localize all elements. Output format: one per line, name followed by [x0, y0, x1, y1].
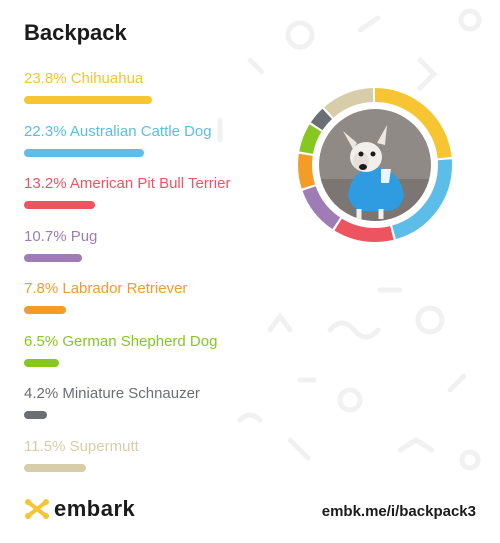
breed-row: 7.8% Labrador Retriever: [24, 280, 187, 314]
breed-bar: [24, 358, 59, 367]
breed-bar: [24, 411, 47, 419]
breed-row: 13.2% American Pit Bull Terrier: [24, 175, 230, 209]
donut-slice: [298, 88, 452, 242]
breed-row: 23.8% Chihuahua: [24, 70, 152, 104]
breed-row: 11.5% Supermutt: [24, 438, 139, 472]
breed-bar: [24, 201, 95, 209]
breed-label: 7.8% Labrador Retriever: [24, 280, 188, 297]
breed-row: 4.2% Miniature Schnauzer: [24, 385, 200, 419]
breed-label: 23.8% Chihuahua: [24, 70, 144, 87]
breed-row: 22.3% Australian Cattle Dog: [24, 123, 212, 157]
breed-row: 10.7% Pug: [24, 228, 97, 262]
breed-row: 6.5% German Shepherd Dog: [24, 333, 217, 367]
page-title: Backpack: [24, 20, 127, 45]
breed-label: 4.2% Miniature Schnauzer: [24, 385, 200, 402]
breed-label: 10.7% Pug: [24, 227, 98, 245]
share-link[interactable]: embk.me/i/backpack3: [321, 503, 476, 520]
breed-bar: [24, 253, 82, 262]
breed-bar: [24, 306, 66, 314]
breed-donut-chart: [290, 80, 460, 250]
breed-label: 6.5% German Shepherd Dog: [24, 332, 218, 350]
dog-photo: [319, 109, 431, 221]
breed-bar: [24, 148, 144, 157]
embark-logo-icon: [25, 499, 49, 519]
brand-name: embark: [54, 496, 136, 521]
donut-slice: [298, 88, 452, 242]
breed-label: 22.3% Australian Cattle Dog: [24, 122, 212, 140]
breed-label: 13.2% American Pit Bull Terrier: [24, 175, 231, 192]
embark-logo: embark: [24, 496, 135, 522]
breed-bar: [24, 96, 152, 104]
donut-slice: [298, 88, 452, 242]
donut-svg: [298, 88, 452, 242]
donut-slice: [298, 88, 452, 242]
breed-label: 11.5% Supermutt: [24, 437, 139, 455]
dog-in-blue-shirt-icon: [319, 109, 431, 221]
breed-bar: [24, 463, 86, 472]
